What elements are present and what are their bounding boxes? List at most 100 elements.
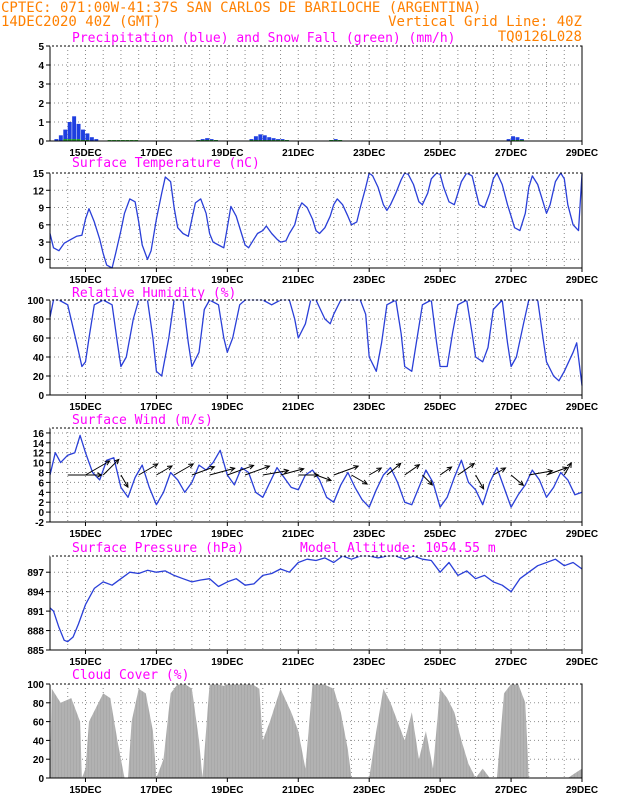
press-date-label: 19DEC bbox=[211, 657, 243, 668]
precip-bar bbox=[81, 129, 85, 141]
precip-y-tick-label: 4 bbox=[38, 61, 44, 72]
precip-y-tick-label: 5 bbox=[38, 42, 44, 53]
wind-y-tick-label: 16 bbox=[33, 429, 45, 440]
precip-bar bbox=[58, 135, 63, 141]
temp-y-tick-label: 0 bbox=[38, 255, 44, 266]
precip-bar bbox=[515, 137, 520, 141]
press-date-label: 23DEC bbox=[353, 657, 385, 668]
rh-y-tick-label: 100 bbox=[27, 296, 44, 307]
precip-bar bbox=[67, 122, 72, 141]
wind-arrow-shaft bbox=[156, 465, 173, 476]
wind-y-tick-label: 6 bbox=[38, 478, 44, 489]
wind-date-label: 25DEC bbox=[424, 529, 456, 540]
precip-y-tick-label: 2 bbox=[38, 99, 44, 110]
temp-y-tick-label: 9 bbox=[38, 204, 44, 215]
cloud-date-label: 15DEC bbox=[69, 785, 101, 796]
cloud-y-tick-label: 60 bbox=[33, 718, 45, 729]
wind-arrow-head bbox=[479, 483, 485, 490]
wind-arrow-head bbox=[229, 466, 236, 472]
wind-arrow-head bbox=[166, 465, 174, 471]
wind-series-line bbox=[49, 434, 583, 508]
press-y-tick-label: 897 bbox=[27, 568, 44, 579]
cloud-y-tick-label: 80 bbox=[33, 699, 45, 710]
cloud-date-label: 23DEC bbox=[353, 785, 385, 796]
wind-arrow-head bbox=[469, 462, 476, 469]
temp-y-tick-label: 3 bbox=[38, 238, 44, 249]
wind-y-tick-label: 0 bbox=[38, 508, 44, 519]
temp-date-label: 15DEC bbox=[69, 275, 101, 286]
cloud-y-tick-label: 100 bbox=[27, 680, 44, 691]
snowfall-bar bbox=[72, 139, 77, 141]
run-date: 14DEC2020 40Z (GMT) bbox=[1, 14, 161, 30]
wind-arrow-head bbox=[353, 465, 360, 471]
temp-y-tick-label: 6 bbox=[38, 221, 44, 232]
precip-date-label: 25DEC bbox=[424, 148, 456, 159]
rh-date-label: 17DEC bbox=[140, 402, 172, 413]
wind-arrow-shaft bbox=[173, 463, 194, 476]
wind-arrow-shaft bbox=[280, 468, 304, 476]
wind-arrow-head bbox=[123, 482, 129, 489]
wind-y-tick-label: 14 bbox=[33, 439, 45, 450]
press-date-label: 21DEC bbox=[282, 657, 314, 668]
wind-arrow-shaft bbox=[102, 459, 120, 476]
wind-arrow-head bbox=[566, 461, 572, 468]
temp-y-tick-label: 15 bbox=[33, 169, 45, 180]
precip-bar bbox=[262, 135, 267, 141]
wind-arrow-head bbox=[547, 469, 554, 475]
snowfall-bar bbox=[76, 139, 81, 141]
rh-plot-area bbox=[50, 300, 582, 395]
rh-y-tick-label: 20 bbox=[33, 372, 45, 383]
wind-arrow-shaft bbox=[209, 467, 235, 476]
press-date-label: 17DEC bbox=[140, 657, 172, 668]
precip-date-label: 15DEC bbox=[69, 148, 101, 159]
precip-date-label: 21DEC bbox=[282, 148, 314, 159]
precip-date-label: 27DEC bbox=[495, 148, 527, 159]
wind-y-tick-label: 2 bbox=[38, 498, 44, 509]
model-altitude: Model Altitude: 1054.55 m bbox=[300, 541, 496, 556]
wind-y-tick-label: -2 bbox=[35, 518, 44, 529]
precip-bar bbox=[205, 138, 210, 141]
precipitation-title: Precipitation (blue) and Snow Fall (gree… bbox=[72, 31, 456, 46]
temp-date-label: 29DEC bbox=[566, 275, 598, 286]
cloud-cover-title: Cloud Cover (%) bbox=[72, 668, 189, 683]
cloud-date-label: 29DEC bbox=[566, 785, 598, 796]
wind-y-tick-label: 10 bbox=[33, 459, 45, 470]
temp-date-label: 21DEC bbox=[282, 275, 314, 286]
precip-date-label: 29DEC bbox=[566, 148, 598, 159]
wind-arrow-shaft bbox=[333, 465, 359, 476]
wind-arrow-head bbox=[395, 462, 402, 469]
wind-arrow-head bbox=[188, 463, 195, 469]
wind-date-label: 23DEC bbox=[353, 529, 385, 540]
precip-date-label: 19DEC bbox=[211, 148, 243, 159]
precip-date-label: 17DEC bbox=[140, 148, 172, 159]
precip-date-label: 23DEC bbox=[353, 148, 385, 159]
wind-arrow-head bbox=[283, 468, 290, 474]
precip-bar bbox=[54, 139, 59, 141]
wind-title: Surface Wind (m/s) bbox=[72, 413, 213, 428]
press-y-tick-label: 891 bbox=[27, 607, 44, 618]
wind-arrow-shaft bbox=[85, 460, 110, 476]
wind-arrow-shaft bbox=[563, 462, 572, 476]
precip-y-tick-label: 3 bbox=[38, 80, 44, 91]
wind-arrow-shaft bbox=[368, 467, 382, 476]
wind-date-label: 29DEC bbox=[566, 529, 598, 540]
precip-y-tick-label: 0 bbox=[38, 137, 44, 148]
wind-arrow-head bbox=[209, 465, 216, 471]
cloud-y-tick-label: 20 bbox=[33, 755, 45, 766]
temp-date-label: 25DEC bbox=[424, 275, 456, 286]
wind-arrow-head bbox=[298, 467, 305, 473]
temp-y-tick-label: 12 bbox=[33, 186, 45, 197]
model-code: TQ0126L028 bbox=[498, 29, 582, 45]
location-header: CPTEC: 071:00W-41:37S SAN CARLOS DE BARI… bbox=[1, 0, 481, 16]
wind-date-label: 21DEC bbox=[282, 529, 314, 540]
wind-arrow-head bbox=[427, 480, 434, 486]
cloud-date-label: 27DEC bbox=[495, 785, 527, 796]
humidity-title: Relative Humidity (%) bbox=[72, 286, 236, 301]
wind-arrow-head bbox=[414, 464, 421, 470]
wind-arrow-head bbox=[264, 465, 271, 471]
temp-date-label: 19DEC bbox=[211, 275, 243, 286]
wind-arrow-shaft bbox=[138, 463, 158, 476]
snowfall-bar bbox=[67, 139, 72, 141]
